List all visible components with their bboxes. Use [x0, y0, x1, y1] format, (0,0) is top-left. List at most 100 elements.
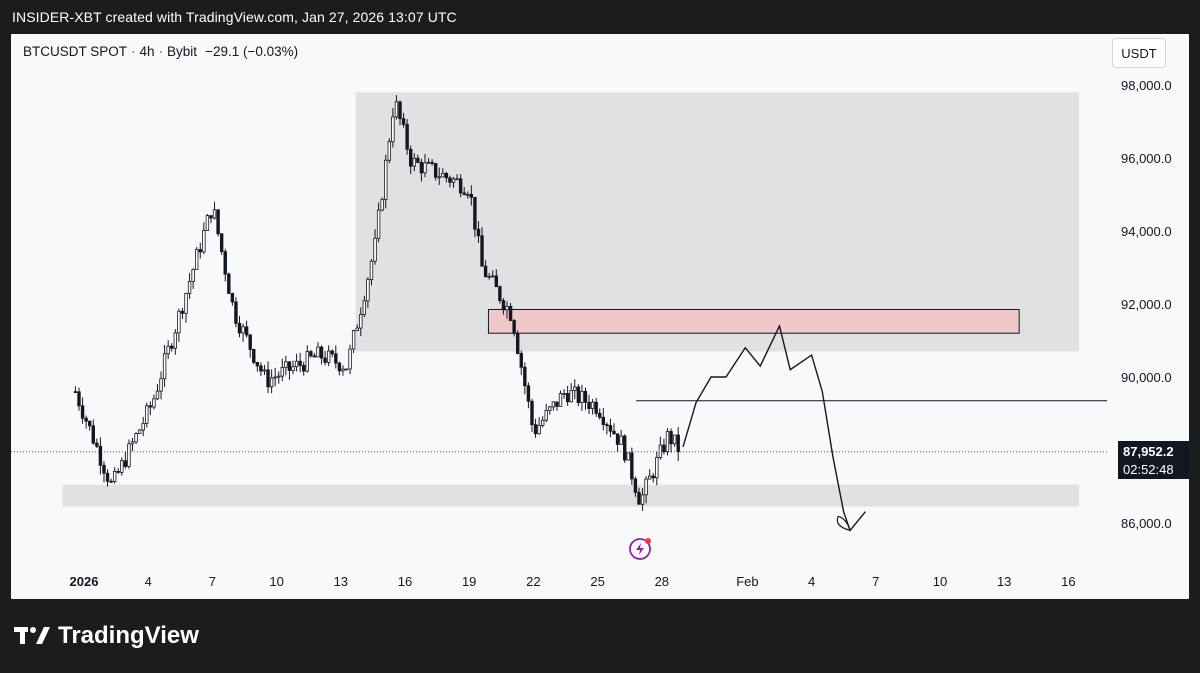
candle-body [633, 478, 638, 493]
candle-body [209, 215, 213, 219]
candle-body [590, 401, 595, 409]
currency-button[interactable]: USDT [1112, 38, 1166, 68]
candle-body [487, 275, 491, 278]
candle-body [441, 172, 445, 178]
candle-body [291, 366, 295, 371]
candle-body [170, 345, 174, 349]
candle-body [337, 362, 342, 372]
interval-label[interactable]: 4h [139, 44, 155, 59]
projection-arrowhead [836, 515, 852, 532]
alert-dot [645, 538, 651, 544]
candle-body [323, 357, 327, 363]
candle-body [202, 230, 206, 253]
candle-body [255, 361, 260, 367]
candle-body [530, 400, 534, 426]
x-tick-label: 16 [1061, 574, 1075, 589]
x-tick-label: 2026 [70, 574, 99, 589]
candle-body [155, 390, 160, 400]
candle-body [537, 424, 541, 435]
candle-body [269, 377, 274, 388]
candle-body [145, 405, 149, 424]
candle-body [362, 300, 367, 315]
candle-body [676, 434, 680, 453]
candle-body [187, 280, 192, 294]
candle-body [326, 350, 331, 363]
price-chart[interactable]: 98,000.0 96,000.0 94,000.0 92,000.0 90,000.0… [11, 34, 1189, 599]
candle-body [508, 306, 513, 321]
candle-body [469, 193, 474, 198]
brand-footer: TradingView [14, 622, 199, 650]
candle-body [302, 364, 306, 372]
candle-body [148, 405, 153, 408]
candle-body [120, 460, 124, 473]
x-tick-label: 25 [590, 574, 604, 589]
candle-body [123, 460, 128, 467]
chart-area[interactable]: 98,000.0 96,000.0 94,000.0 92,000.0 90,000.0… [11, 34, 1189, 599]
candle-body [615, 433, 620, 445]
candle-body [198, 249, 202, 253]
candle-body [437, 176, 441, 179]
candle-body [373, 237, 377, 262]
candle-body [662, 444, 666, 453]
candle-body [387, 141, 392, 161]
candle-body [98, 445, 103, 466]
candle-body [476, 228, 481, 237]
candle-body [95, 442, 99, 447]
candle-body [669, 431, 673, 445]
candle-body [305, 351, 309, 372]
candle-body [298, 360, 302, 366]
candle-body [241, 326, 245, 334]
candle-body [576, 386, 581, 403]
lightning-bolt [636, 543, 644, 555]
candle-body [540, 419, 545, 426]
candle-body [309, 351, 313, 357]
candle-body [341, 368, 345, 372]
candle-body [451, 178, 456, 183]
x-tick-label: 4 [145, 574, 152, 589]
candle-body [640, 494, 645, 505]
candle-body [483, 265, 488, 278]
candle-body [344, 368, 349, 371]
candle-body [184, 292, 188, 314]
brand-name: TradingView [58, 622, 199, 649]
candle-body [244, 326, 249, 336]
separator-dot: · [158, 44, 164, 59]
candle-body [127, 443, 131, 467]
candle-body [330, 350, 334, 355]
separator-dot: · [131, 44, 136, 59]
y-tick-label: 98,000.0 [1121, 78, 1172, 93]
candle-body [284, 361, 288, 368]
candle-body [287, 361, 292, 371]
candle-body [141, 422, 145, 431]
candle-body [227, 273, 231, 294]
x-tick-label: 28 [655, 574, 669, 589]
x-tick-label: 7 [872, 574, 879, 589]
price-change: −29.1 (−0.03%) [205, 44, 299, 59]
candle-body [391, 116, 395, 143]
tradingview-logo-icon [14, 627, 50, 644]
candle-body [191, 268, 195, 282]
candle-body [230, 293, 235, 303]
y-tick-label: 96,000.0 [1121, 151, 1172, 166]
candle-body [262, 369, 267, 372]
x-tick-label: Feb [736, 574, 758, 589]
candle-body [316, 346, 320, 358]
candle-body [523, 366, 527, 387]
candle-body [216, 209, 220, 235]
symbol-name[interactable]: BTCUSDT SPOT [23, 44, 128, 59]
symbol-legend: BTCUSDT SPOT · 4h · Bybit −29.1 (−0.03%) [23, 44, 298, 59]
candle-body [419, 161, 424, 174]
candle-body [672, 434, 677, 445]
candle-body [205, 215, 210, 231]
chart-caption: INSIDER-XBT created with TradingView.com… [12, 9, 457, 25]
last-price-value: 87,952.2 [1123, 444, 1174, 459]
candle-body [394, 101, 399, 118]
candle-body [73, 391, 78, 394]
candle-body [462, 192, 466, 195]
x-tick-label: 10 [269, 574, 283, 589]
candle-body [433, 163, 438, 178]
candle-body [137, 429, 142, 434]
candle-body [273, 376, 277, 379]
candle-body [166, 345, 170, 355]
exchange-label: Bybit [167, 44, 198, 59]
